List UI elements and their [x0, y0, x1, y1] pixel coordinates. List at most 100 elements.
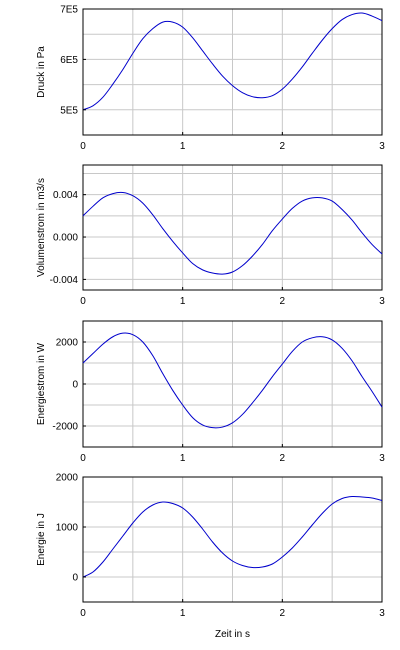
data-point	[212, 427, 213, 428]
data-point	[332, 503, 333, 504]
data-point	[252, 567, 253, 568]
data-point	[212, 272, 213, 273]
data-point	[352, 14, 353, 15]
data-point	[262, 390, 263, 391]
data-point	[152, 355, 153, 356]
data-point	[232, 271, 233, 272]
data-point	[292, 208, 293, 209]
data-point	[92, 105, 93, 106]
data-point	[202, 50, 203, 51]
chart-panel-2: 0 1 2 3 -0.004 0.000 0.004 Volumenstrom in m3/s	[36, 164, 385, 307]
data-point	[352, 219, 353, 220]
y-tick-label: 6E5	[60, 55, 78, 66]
data-point	[172, 390, 173, 391]
data-point	[352, 360, 353, 361]
data-point	[142, 341, 143, 342]
data-point	[182, 507, 183, 508]
data-point	[82, 362, 83, 363]
data-point	[202, 269, 203, 270]
grid	[82, 165, 383, 290]
data-point	[192, 37, 193, 38]
data-point	[322, 197, 323, 198]
x-tick-label: 0	[80, 296, 86, 307]
data-point	[192, 263, 193, 264]
y-tick-label: -2000	[52, 422, 78, 433]
x-tick-label: 0	[80, 608, 86, 619]
series-line-1	[82, 332, 383, 429]
plot-frame	[82, 164, 383, 291]
data-point	[132, 195, 133, 196]
data-point	[282, 363, 283, 364]
y-tick-label: 0.004	[53, 190, 78, 201]
grid	[82, 320, 383, 448]
data-point	[92, 353, 93, 354]
data-point	[252, 402, 253, 403]
y-tick-label: 0	[72, 573, 78, 584]
data-point	[212, 541, 213, 542]
data-point	[371, 497, 372, 498]
plot-frame	[82, 8, 383, 136]
x-tick-label: 3	[379, 608, 385, 619]
x-tick-label: 1	[180, 608, 186, 619]
data-point	[222, 75, 223, 76]
data-point	[282, 556, 283, 557]
data-point	[152, 214, 153, 215]
data-point	[122, 69, 123, 70]
data-point	[242, 414, 243, 415]
data-point	[381, 20, 382, 21]
data-point	[172, 22, 173, 23]
data-point	[282, 218, 283, 219]
grid	[82, 8, 383, 136]
data-point	[361, 496, 362, 497]
data-point	[292, 351, 293, 352]
y-tick-label: 0.000	[53, 233, 78, 244]
data-point	[132, 334, 133, 335]
data-point	[342, 498, 343, 499]
chart-panel-4: 0 1 2 3 0 1000 2000 Energie in J Zeit in s	[36, 473, 385, 641]
chart-panel-1: 0 1 2 3 5E5 6E5 7E5 Druck in Pa	[36, 5, 385, 153]
data-point	[332, 28, 333, 29]
data-point	[302, 200, 303, 201]
y-tick-label: 2000	[56, 473, 79, 484]
x-tick-label: 1	[180, 453, 186, 464]
series-line-1	[82, 495, 383, 578]
data-point	[371, 244, 372, 245]
data-point	[381, 500, 382, 501]
data-point	[122, 192, 123, 193]
data-point	[381, 407, 382, 408]
data-point	[152, 28, 153, 29]
data-point	[202, 528, 203, 529]
data-point	[112, 83, 113, 84]
x-tick-label: 3	[379, 141, 385, 152]
data-point	[242, 92, 243, 93]
data-point	[322, 40, 323, 41]
series-line-1	[82, 191, 383, 275]
data-point	[162, 501, 163, 502]
data-point	[262, 566, 263, 567]
data-point	[292, 78, 293, 79]
data-point	[342, 19, 343, 20]
y-tick-label: 2000	[56, 338, 79, 349]
y-tick-label: 7E5	[60, 5, 78, 16]
data-point	[102, 97, 103, 98]
data-point	[282, 89, 283, 90]
x-tick-label: 3	[379, 296, 385, 307]
data-point	[112, 548, 113, 549]
data-point	[262, 97, 263, 98]
data-point	[222, 426, 223, 427]
data-point	[322, 513, 323, 514]
data-point	[182, 404, 183, 405]
data-point	[312, 337, 313, 338]
y-tick-label: -0.004	[50, 275, 79, 286]
data-point	[232, 85, 233, 86]
data-point	[232, 422, 233, 423]
data-point	[232, 560, 233, 561]
x-tick-label: 1	[180, 141, 186, 152]
data-point	[302, 66, 303, 67]
data-point	[182, 252, 183, 253]
y-tick-label: 5E5	[60, 105, 78, 116]
data-point	[302, 341, 303, 342]
data-point	[202, 424, 203, 425]
data-point	[142, 203, 143, 204]
data-point	[102, 197, 103, 198]
